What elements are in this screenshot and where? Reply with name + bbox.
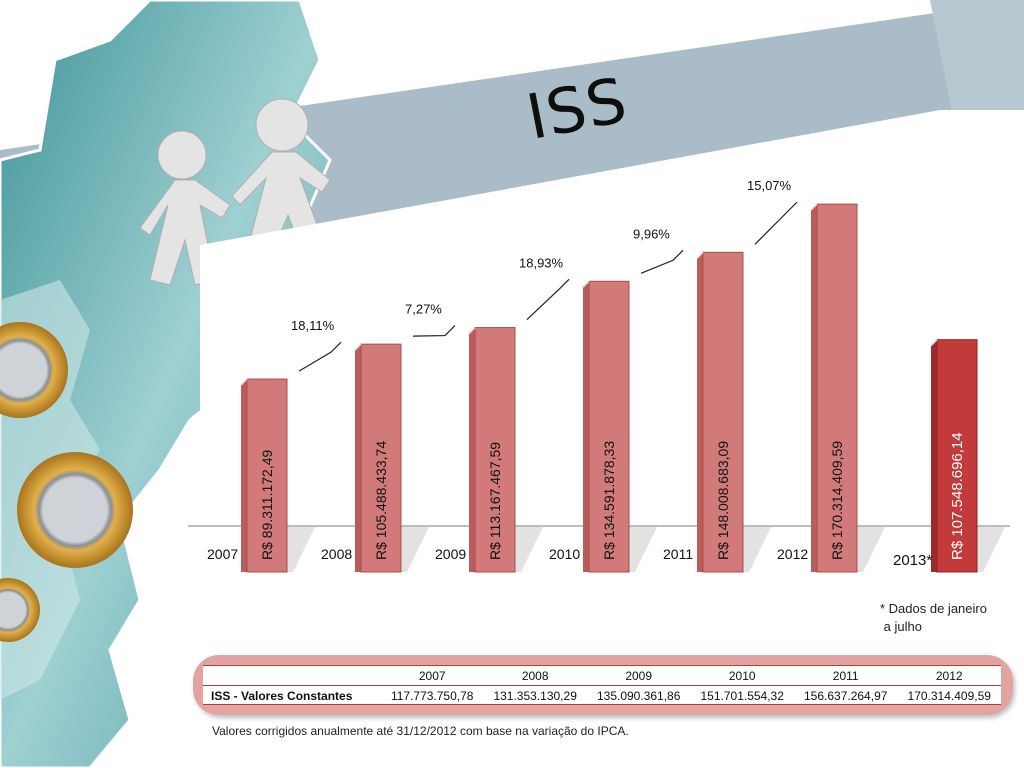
table-year: 2009: [586, 666, 691, 686]
bar-side: [583, 281, 589, 572]
bar: [246, 378, 288, 573]
footnote: * Dados de janeiro a julho: [880, 601, 987, 634]
bar-shadow: [515, 527, 543, 572]
bar-edge: [240, 378, 248, 386]
table-cell: 156.637.264,97: [804, 688, 888, 703]
bar: [936, 339, 978, 573]
growth-arrow: [754, 201, 798, 245]
bar-side: [931, 339, 937, 572]
values-table-panel: 2007 2008 2009 2010 2011 2012 ISS - Valo…: [193, 655, 1013, 715]
category-label: 2010: [549, 546, 580, 562]
values-table: 2007 2008 2009 2010 2011 2012 ISS - Valo…: [203, 666, 1001, 705]
bar: [702, 251, 744, 573]
bar: [588, 280, 630, 573]
table-cell: 135.090.361,86: [596, 688, 681, 703]
bar-shadow: [977, 527, 1005, 572]
table-corner: [203, 666, 381, 686]
bar-edge: [354, 343, 362, 351]
bar-edge: [810, 203, 818, 211]
table-header-row: 2007 2008 2009 2010 2011 2012: [203, 666, 1001, 686]
table-cell: 117.773.750,78: [390, 688, 474, 703]
category-label: 2011: [663, 546, 693, 562]
category-label: 2008: [321, 546, 352, 562]
value-label: R$ 113.167.467,59: [487, 442, 503, 560]
category-label: 2012: [777, 546, 808, 562]
growth-label: 18,11%: [291, 318, 335, 333]
bar-edge: [696, 251, 704, 259]
table-row-label: ISS - Valores Constantes: [211, 688, 353, 703]
growth-arrow: [526, 278, 570, 320]
table-year: 2008: [483, 666, 587, 686]
growth-label: 7,27%: [405, 302, 442, 317]
growth-arrow: [298, 341, 342, 372]
values-table-inner: 2007 2008 2009 2010 2011 2012 ISS - Valo…: [203, 665, 1001, 705]
table-cell: 131.353.130,29: [493, 688, 577, 703]
bar-edge: [582, 280, 590, 288]
growth-label: 18,93%: [519, 255, 564, 270]
bar-edge: [930, 339, 938, 347]
value-label: R$ 107.548.696,14: [949, 432, 966, 560]
growth-arrow: [640, 249, 684, 274]
value-label: R$ 134.591.878,33: [601, 441, 617, 560]
table-cell: 170.314.409,59: [907, 688, 991, 703]
category-label: 2009: [435, 546, 466, 562]
bar-shadow: [857, 527, 885, 572]
coins-icon: [0, 322, 133, 642]
value-label: R$ 170.314.409,59: [829, 441, 845, 560]
bar-shadow: [287, 527, 315, 572]
category-label: 2013*: [893, 552, 932, 569]
bar-shadow: [401, 527, 429, 572]
bar-side: [697, 252, 703, 572]
bar-shadow: [629, 527, 657, 572]
caption: Valores corrigidos anualmente até 31/12/…: [212, 724, 629, 738]
bar-side: [355, 344, 361, 572]
bar: [360, 343, 402, 573]
bar-side: [811, 204, 817, 572]
bar-side: [469, 327, 475, 572]
growth-label: 9,96%: [633, 226, 670, 241]
bar-shadow: [743, 527, 771, 572]
table-year: 2007: [381, 666, 484, 686]
growth-arrow: [412, 325, 456, 337]
bar: [474, 327, 516, 573]
bar-side: [241, 379, 247, 572]
value-label: R$ 105.488.433,74: [373, 441, 389, 560]
table-cell: 151.701.554,32: [700, 688, 784, 703]
table-year: 2012: [897, 666, 1001, 686]
category-label: 2007: [207, 546, 238, 562]
growth-label: 15,07%: [747, 178, 792, 193]
bar-edge: [468, 327, 476, 335]
value-label: R$ 89.311.172,49: [259, 450, 275, 560]
bar: [816, 203, 858, 573]
table-row: ISS - Valores Constantes 117.773.750,78 …: [203, 686, 1001, 706]
table-year: 2010: [690, 666, 794, 686]
table-year: 2011: [793, 666, 898, 686]
value-label: R$ 148.008.683,09: [715, 441, 731, 560]
